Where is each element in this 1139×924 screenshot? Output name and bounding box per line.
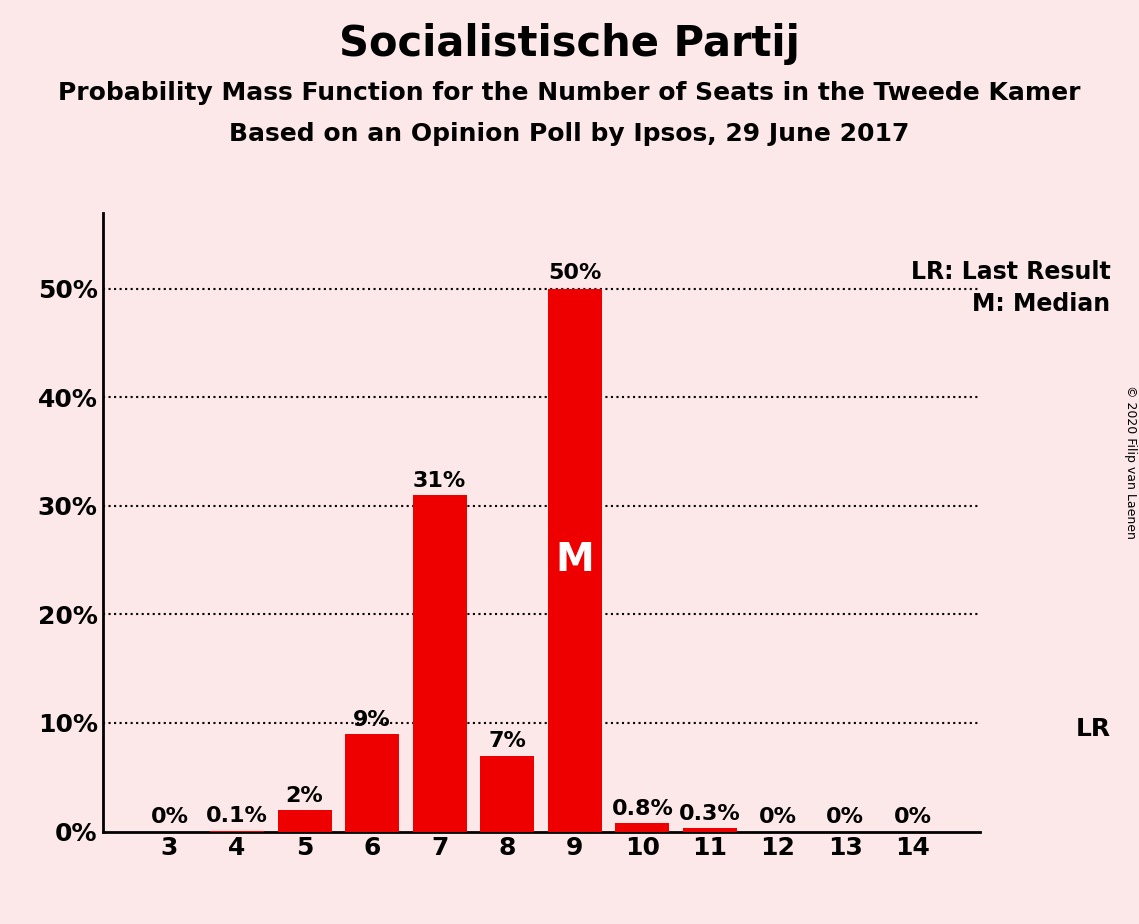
Text: 7%: 7%	[489, 731, 526, 751]
Bar	[481, 756, 534, 832]
Text: 0%: 0%	[894, 808, 932, 827]
Bar	[278, 809, 331, 832]
Text: 0.3%: 0.3%	[679, 804, 740, 824]
Text: 9%: 9%	[353, 710, 391, 730]
Text: © 2020 Filip van Laenen: © 2020 Filip van Laenen	[1124, 385, 1137, 539]
Bar	[210, 831, 264, 832]
Text: 50%: 50%	[548, 263, 601, 283]
Text: 0%: 0%	[826, 808, 865, 827]
Text: 0.8%: 0.8%	[612, 798, 673, 819]
Bar	[345, 734, 399, 832]
Text: 31%: 31%	[413, 470, 466, 491]
Text: Probability Mass Function for the Number of Seats in the Tweede Kamer: Probability Mass Function for the Number…	[58, 81, 1081, 105]
Text: LR: Last Result: LR: Last Result	[911, 260, 1111, 284]
Text: 0%: 0%	[150, 808, 188, 827]
Text: M: M	[556, 541, 595, 579]
Bar	[683, 828, 737, 832]
Text: 0.1%: 0.1%	[206, 806, 268, 826]
Text: Based on an Opinion Poll by Ipsos, 29 June 2017: Based on an Opinion Poll by Ipsos, 29 Ju…	[229, 122, 910, 146]
Text: 0%: 0%	[759, 808, 796, 827]
Text: Socialistische Partij: Socialistische Partij	[339, 23, 800, 65]
Text: M: Median: M: Median	[973, 292, 1111, 316]
Bar	[615, 823, 670, 832]
Bar	[412, 495, 467, 832]
Text: LR: LR	[1075, 717, 1111, 741]
Bar	[548, 288, 601, 832]
Text: 2%: 2%	[286, 785, 323, 806]
